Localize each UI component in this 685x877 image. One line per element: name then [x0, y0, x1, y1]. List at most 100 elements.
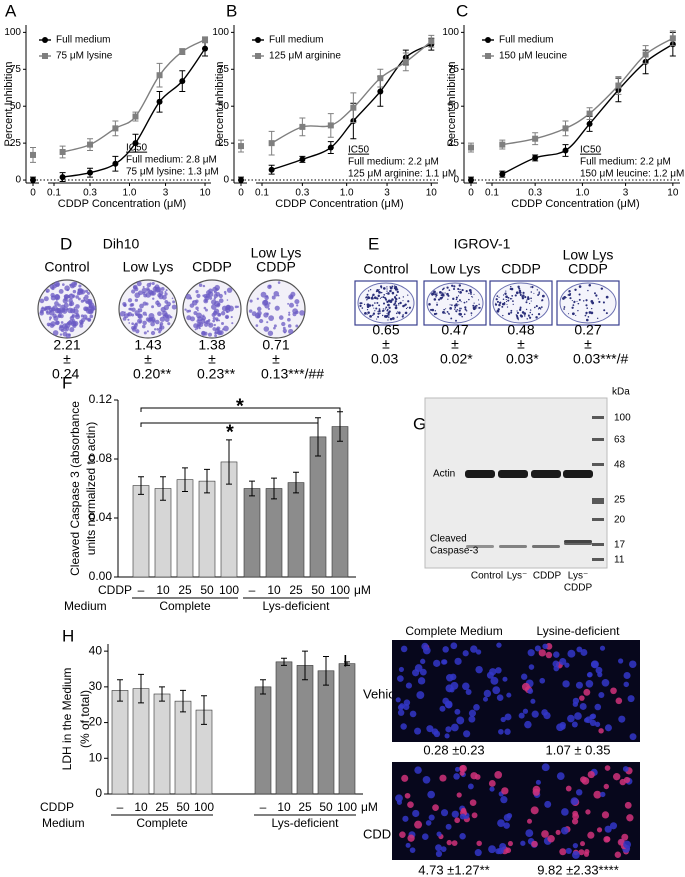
ladder-band: [592, 498, 604, 504]
panel-label: F: [62, 373, 72, 392]
nucleus: [623, 671, 631, 680]
x-axis-label: CDDP Concentration (μM): [511, 198, 639, 210]
bar: [254, 686, 272, 795]
lane-label: Lys⁻: [568, 571, 588, 582]
colony: [64, 285, 70, 292]
colony: [525, 301, 528, 304]
colony: [171, 304, 177, 310]
colony: [450, 317, 453, 320]
colony: [500, 301, 502, 303]
nucleus: [498, 728, 504, 735]
colony: [381, 310, 384, 312]
marker: [299, 156, 306, 163]
nucleus: [593, 790, 602, 799]
y-axis-label: Percent Inhibition: [446, 62, 458, 147]
colony: [382, 308, 384, 310]
colony: [600, 287, 604, 290]
colony: [143, 331, 147, 335]
colony: [127, 313, 130, 317]
colony: [150, 330, 156, 336]
x-tick-label: 3: [623, 188, 629, 199]
colony: [437, 298, 441, 301]
colony: [458, 304, 460, 306]
colony: [407, 300, 410, 303]
colony: [439, 296, 443, 300]
colony: [385, 306, 388, 309]
nucleus: [597, 672, 603, 678]
plus-minus: ±: [144, 351, 152, 367]
colony: [268, 315, 275, 321]
colony: [535, 305, 538, 308]
colony: [408, 306, 412, 309]
nucleus: [538, 649, 546, 657]
colony: [438, 290, 442, 294]
legend-label: 75 μM lysine: [56, 51, 113, 62]
mean-value: 2.21: [53, 337, 80, 353]
marker-label: 11: [614, 555, 625, 566]
colony: [588, 311, 592, 314]
colony: [77, 287, 83, 293]
colony: [366, 308, 369, 311]
annotation: 75 μM lysine: 1.3 μM: [126, 167, 219, 178]
colony: [571, 306, 574, 309]
nucleus: [541, 763, 550, 772]
nucleus: [581, 777, 590, 785]
colony: [142, 286, 145, 289]
nucleus: [525, 829, 534, 838]
x-tick-label: 25: [155, 800, 169, 814]
error-bar: [344, 661, 350, 666]
nucleus: [435, 844, 442, 852]
colony: [529, 302, 531, 305]
colony: [520, 314, 524, 318]
x-tick-label: 0: [468, 188, 474, 199]
colony: [531, 313, 534, 316]
x-tick-label: 50: [176, 800, 190, 814]
nucleus: [623, 681, 630, 688]
y-axis-label: units normalized to actin): [84, 422, 98, 555]
x-tick-label: 50: [311, 583, 325, 597]
error-bar: [249, 480, 255, 497]
y-axis-label: Percent Inhibition: [214, 62, 226, 147]
nucleus: [499, 842, 507, 851]
colony: [213, 308, 220, 314]
y-tick-label: 100: [212, 27, 229, 38]
colony: [79, 323, 84, 328]
bar: [317, 670, 335, 795]
significance-mark: *: [236, 395, 244, 417]
colony: [159, 325, 163, 328]
colony: [372, 293, 375, 297]
colony: [205, 308, 208, 312]
colony: [502, 298, 505, 300]
nucleus: [506, 692, 512, 698]
nucleus: [528, 664, 535, 670]
colony: [572, 304, 575, 306]
marker: [562, 125, 569, 132]
colony: [366, 299, 368, 301]
colony: [404, 303, 407, 306]
colony: [541, 299, 544, 302]
colony: [281, 321, 286, 327]
colony: [146, 282, 152, 288]
colony: [218, 298, 224, 304]
colony: [386, 312, 388, 314]
legend-label: Full medium: [499, 35, 553, 46]
colony: [588, 283, 592, 287]
colony: [496, 300, 499, 303]
bar: [153, 693, 171, 795]
colony: [185, 293, 192, 300]
x-tick-label: 100: [330, 583, 350, 597]
unit-label: μM: [354, 583, 371, 597]
nucleus: [507, 840, 514, 847]
marker: [586, 110, 593, 117]
colony: [184, 308, 187, 311]
colony: [431, 294, 434, 296]
colony: [456, 308, 459, 311]
colony: [136, 281, 142, 287]
colony: [461, 315, 463, 318]
nucleus: [402, 815, 409, 822]
colony: [39, 311, 44, 316]
colony: [523, 315, 526, 317]
colony: [457, 295, 460, 297]
colony: [407, 306, 409, 308]
nucleus: [613, 772, 621, 781]
